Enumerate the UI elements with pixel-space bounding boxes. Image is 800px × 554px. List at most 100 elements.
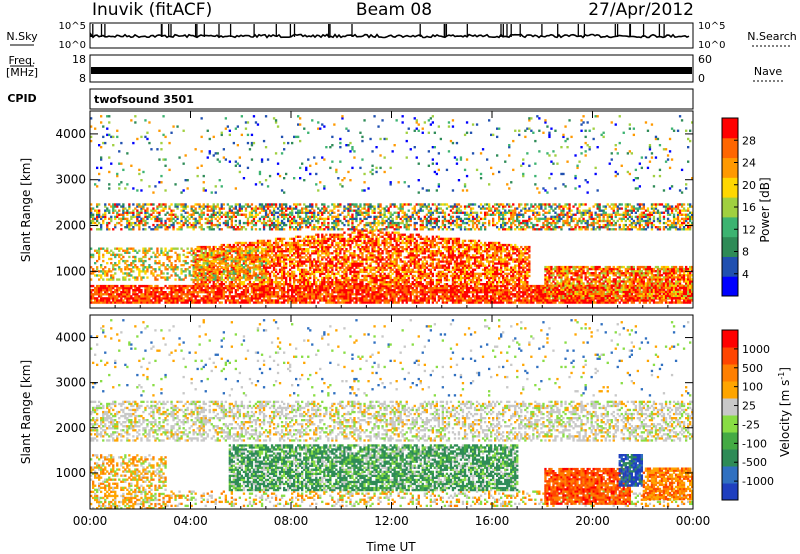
heatmap-cell bbox=[118, 183, 120, 185]
heatmap-cell bbox=[323, 277, 325, 279]
heatmap-cell bbox=[369, 295, 371, 297]
heatmap-cell bbox=[253, 289, 255, 291]
heatmap-cell bbox=[106, 222, 108, 224]
heatmap-cell bbox=[203, 281, 205, 283]
heatmap-cell bbox=[343, 205, 345, 207]
heatmap-cell bbox=[138, 289, 140, 291]
heatmap-cell bbox=[327, 222, 329, 224]
heatmap-cell bbox=[112, 254, 114, 256]
heatmap-cell bbox=[363, 205, 365, 207]
heatmap-cell bbox=[118, 256, 120, 258]
heatmap-cell bbox=[219, 283, 221, 285]
heatmap-cell bbox=[201, 273, 203, 275]
heatmap-cell bbox=[209, 262, 211, 264]
heatmap-cell bbox=[396, 291, 398, 293]
heatmap-cell bbox=[138, 285, 140, 287]
heatmap-cell bbox=[245, 260, 247, 262]
heatmap-cell bbox=[305, 265, 307, 267]
heatmap-cell bbox=[251, 254, 253, 256]
heatmap-cell bbox=[217, 266, 219, 268]
heatmap-cell bbox=[343, 281, 345, 283]
heatmap-cell bbox=[128, 212, 130, 214]
heatmap-cell bbox=[221, 293, 223, 295]
heatmap-cell bbox=[243, 242, 245, 244]
heatmap-cell bbox=[347, 293, 349, 295]
heatmap-cell bbox=[144, 136, 146, 138]
heatmap-cell bbox=[388, 207, 390, 209]
heatmap-cell bbox=[349, 238, 351, 240]
heatmap-cell bbox=[359, 222, 361, 224]
heatmap-cell bbox=[249, 250, 251, 252]
heatmap-cell bbox=[271, 301, 273, 303]
heatmap-cell bbox=[279, 175, 281, 177]
heatmap-cell bbox=[279, 295, 281, 297]
heatmap-cell bbox=[295, 248, 297, 250]
heatmap-cell bbox=[327, 289, 329, 291]
heatmap-cell bbox=[261, 183, 263, 185]
heatmap-cell bbox=[201, 276, 203, 278]
heatmap-cell bbox=[174, 278, 176, 280]
heatmap-cell bbox=[275, 271, 277, 273]
heatmap-cell bbox=[333, 287, 335, 289]
heatmap-cell bbox=[223, 287, 225, 289]
heatmap-cell bbox=[365, 222, 367, 224]
heatmap-cell bbox=[239, 210, 241, 212]
heatmap-cell bbox=[371, 226, 373, 228]
heatmap-cell bbox=[347, 238, 349, 240]
heatmap-cell bbox=[398, 216, 400, 218]
heatmap-cell bbox=[317, 258, 319, 260]
heatmap-cell bbox=[281, 210, 283, 212]
heatmap-cell bbox=[337, 222, 339, 224]
heatmap-cell bbox=[369, 275, 371, 277]
heatmap-cell bbox=[381, 252, 383, 254]
heatmap-cell bbox=[112, 210, 114, 212]
heatmap-cell bbox=[124, 262, 126, 264]
heatmap-cell bbox=[301, 163, 303, 165]
heatmap-cell bbox=[203, 289, 205, 291]
heatmap-cell bbox=[239, 165, 241, 167]
heatmap-cell bbox=[283, 148, 285, 150]
heatmap-cell bbox=[319, 212, 321, 214]
heatmap-cell bbox=[377, 254, 379, 256]
heatmap-cell bbox=[343, 275, 345, 277]
heatmap-cell bbox=[257, 283, 259, 285]
heatmap-cell bbox=[297, 295, 299, 297]
heatmap-cell bbox=[339, 146, 341, 148]
heatmap-cell bbox=[227, 299, 229, 301]
heatmap-cell bbox=[359, 289, 361, 291]
heatmap-cell bbox=[386, 210, 388, 212]
heatmap-cell bbox=[398, 265, 400, 267]
heatmap-cell bbox=[193, 252, 195, 254]
heatmap-cell bbox=[359, 279, 361, 281]
heatmap-cell bbox=[201, 299, 203, 301]
heatmap-cell bbox=[215, 205, 217, 207]
heatmap-cell bbox=[120, 218, 122, 220]
heatmap-cell bbox=[379, 203, 381, 205]
heatmap-cell bbox=[361, 265, 363, 267]
heatmap-cell bbox=[313, 252, 315, 254]
heatmap-cell bbox=[386, 265, 388, 267]
heatmap-cell bbox=[365, 242, 367, 244]
heatmap-cell bbox=[201, 246, 203, 248]
heatmap-cell bbox=[261, 279, 263, 281]
heatmap-cell bbox=[293, 238, 295, 240]
heatmap-cell bbox=[369, 287, 371, 289]
heatmap-cell bbox=[229, 226, 231, 228]
heatmap-cell bbox=[122, 289, 124, 291]
heatmap-cell bbox=[361, 212, 363, 214]
heatmap-cell bbox=[158, 274, 160, 276]
heatmap-cell bbox=[94, 210, 96, 212]
heatmap-cell bbox=[110, 274, 112, 276]
heatmap-cell bbox=[112, 144, 114, 146]
heatmap-cell bbox=[207, 301, 209, 303]
heatmap-cell bbox=[255, 183, 257, 185]
heatmap-cell bbox=[108, 222, 110, 224]
heatmap-cell bbox=[209, 210, 211, 212]
heatmap-cell bbox=[323, 185, 325, 187]
heatmap-cell bbox=[199, 226, 201, 228]
heatmap-cell bbox=[213, 252, 215, 254]
heatmap-cell bbox=[100, 226, 102, 228]
heatmap-cell bbox=[146, 293, 148, 295]
heatmap-cell bbox=[293, 216, 295, 218]
heatmap-cell bbox=[209, 216, 211, 218]
